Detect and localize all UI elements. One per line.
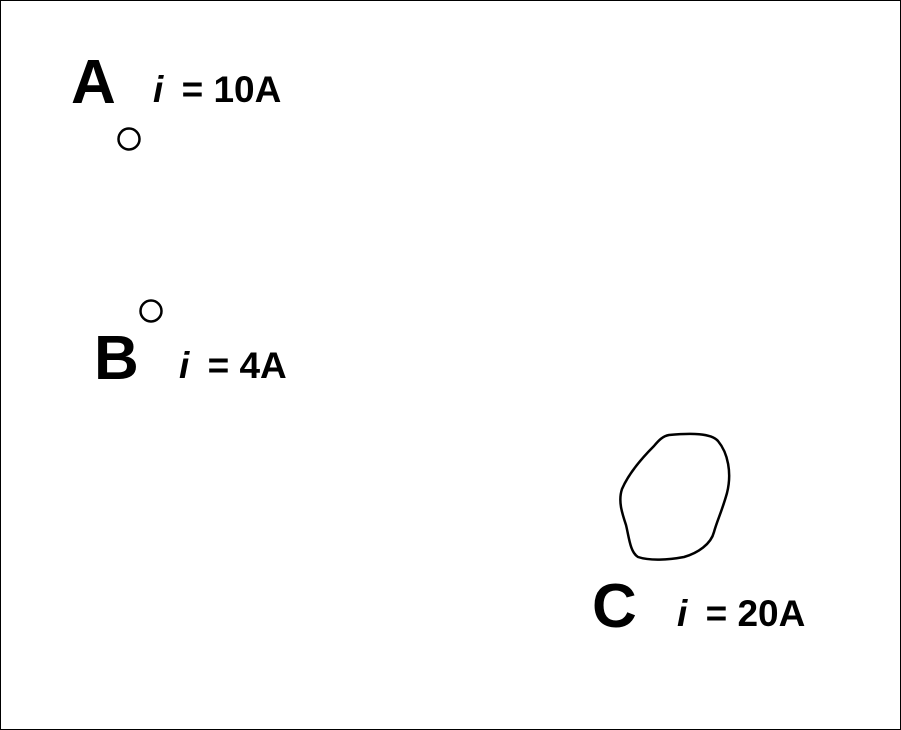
loop-c-letter: C	[592, 572, 637, 641]
loop-b-circle	[139, 299, 163, 323]
loop-a-current-label: i = 10A	[153, 69, 281, 110]
loop-c: C i = 20A	[592, 432, 805, 641]
loop-c-current-label: i = 20A	[677, 593, 805, 634]
loop-b-current-symbol: i	[179, 345, 190, 386]
loop-c-current-value: = 20A	[706, 593, 806, 634]
loop-b-current-label: i = 4A	[179, 345, 287, 386]
loop-a-current-value: = 10A	[182, 69, 282, 110]
loop-c-current-symbol: i	[677, 593, 688, 634]
loop-b-current-value: = 4A	[208, 345, 287, 386]
loop-a: A i = 10A	[71, 48, 281, 151]
loop-b: B i = 4A	[94, 299, 287, 393]
loop-a-circle	[117, 127, 141, 151]
loop-c-irregular-loop	[619, 432, 731, 561]
loop-b-letter: B	[94, 324, 139, 393]
loop-a-letter: A	[71, 48, 116, 117]
loop-a-current-symbol: i	[153, 69, 164, 110]
